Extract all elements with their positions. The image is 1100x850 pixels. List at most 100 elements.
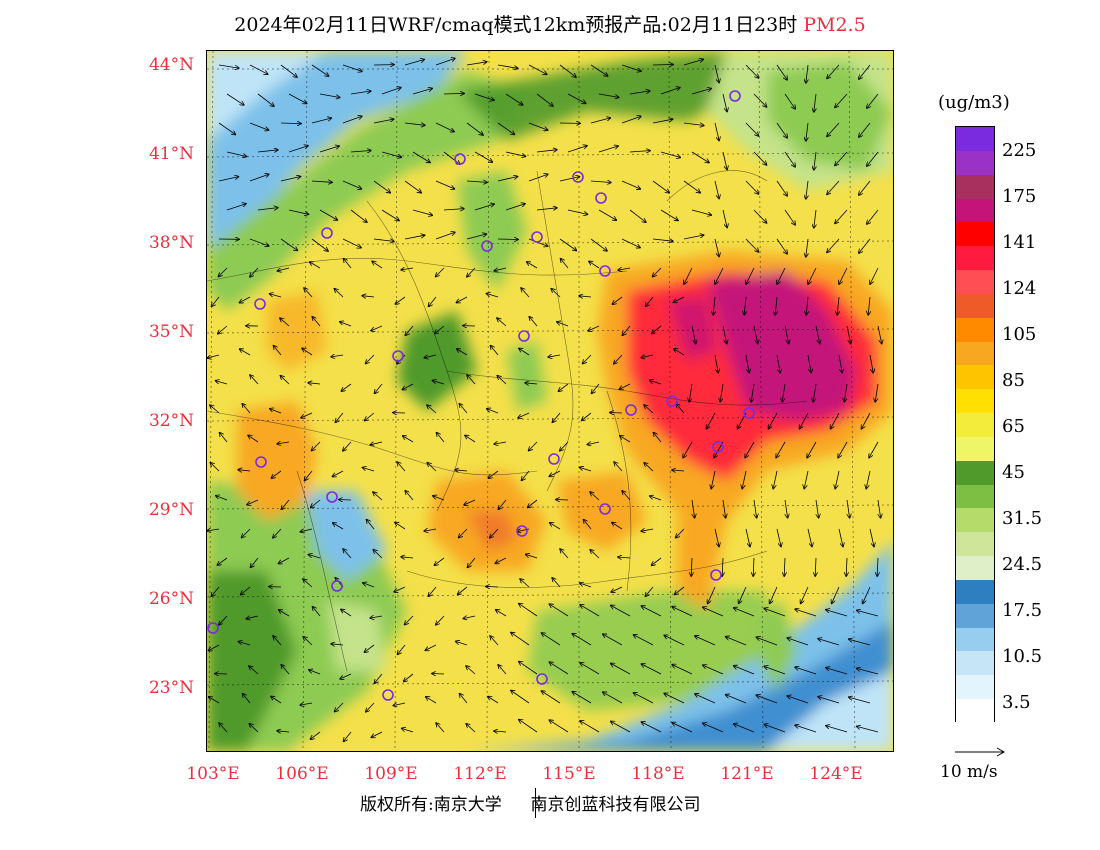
wind-arrow <box>319 146 339 153</box>
wind-arrow <box>311 181 332 182</box>
color-scale-bar <box>955 126 995 724</box>
wind-arrow <box>342 116 362 124</box>
wind-arrow <box>846 499 850 518</box>
wind-arrow <box>209 697 220 704</box>
wind-arrow <box>435 232 455 240</box>
wind-arrow <box>818 639 840 646</box>
wind-arrow <box>654 433 662 443</box>
wind-arrow <box>424 529 437 531</box>
wind-arrow <box>427 463 437 472</box>
wind-arrow <box>869 354 873 373</box>
wind-arrow <box>634 635 654 646</box>
wind-arrow <box>288 146 308 153</box>
wind-arrow <box>343 549 352 559</box>
wind-arrow <box>590 64 608 76</box>
copyright-separator <box>535 788 536 818</box>
wind-arrow <box>714 64 719 83</box>
wind-arrow <box>867 93 879 108</box>
wind-arrow <box>552 412 561 422</box>
color-scale-segment <box>956 389 994 414</box>
wind-arrow <box>497 239 518 240</box>
wind-arrow <box>753 209 767 223</box>
wind-arrow <box>536 93 553 106</box>
wind-arrow <box>691 151 709 163</box>
wind-arrow <box>335 702 344 712</box>
color-scale-segment <box>956 317 994 343</box>
wind-arrow <box>551 289 561 298</box>
wind-arrow <box>332 470 344 477</box>
wind-arrow <box>629 209 646 222</box>
wind-arrow <box>342 180 361 189</box>
wind-arrow <box>839 267 848 284</box>
wind-arrow <box>281 499 290 509</box>
wind-arrow <box>280 376 290 385</box>
wind-arrow <box>598 93 619 97</box>
wind-arrow <box>277 731 290 732</box>
wind-arrow <box>859 64 871 79</box>
wind-arrow <box>456 296 468 303</box>
lat-label-23: 23°N <box>148 678 194 698</box>
wind-arrow <box>675 586 685 594</box>
wind-arrow <box>776 354 780 373</box>
wind-arrow <box>621 238 640 248</box>
wind-arrow <box>795 667 817 675</box>
color-scale-segment <box>956 293 994 319</box>
wind-arrow <box>776 180 787 196</box>
wind-arrow <box>844 383 848 402</box>
wind-arrow <box>806 64 808 83</box>
wind-arrow <box>526 554 538 559</box>
wind-arrow <box>826 726 848 733</box>
wind-arrow <box>373 550 383 559</box>
wind-arrow <box>769 412 778 429</box>
wind-arrow <box>331 355 344 357</box>
wind-arrow <box>598 209 616 220</box>
wind-arrow <box>567 93 586 103</box>
wind-arrow <box>466 666 476 675</box>
wind-arrow <box>398 644 406 654</box>
wind-arrow <box>683 122 704 126</box>
wind-arrow <box>281 665 290 675</box>
lat-label-38: 38°N <box>148 233 194 253</box>
wind-arrow <box>305 470 313 480</box>
wind-arrow <box>528 499 538 508</box>
wind-arrow <box>742 470 747 489</box>
wind-arrow <box>344 259 352 269</box>
wind-arrow <box>634 693 654 704</box>
wind-arrow <box>859 122 871 137</box>
wind-arrow <box>745 122 759 136</box>
wind-arrow <box>580 605 600 617</box>
wind-arrow <box>280 177 301 182</box>
wind-arrow <box>519 604 538 617</box>
wind-arrow <box>722 209 727 228</box>
color-scale-segment <box>956 365 994 390</box>
wind-arrow <box>405 491 414 501</box>
wind-arrow <box>270 294 282 298</box>
wind-arrow <box>745 441 755 458</box>
wind-arrow <box>373 180 390 193</box>
wind-arrow <box>300 703 313 705</box>
wind-arrow <box>343 441 352 451</box>
copyright: 版权所有:南京大学 南京创蓝科技有限公司 <box>360 790 701 815</box>
wind-arrow <box>432 674 445 675</box>
wind-arrow <box>734 608 755 617</box>
wind-arrow <box>226 151 247 157</box>
wind-arrow <box>826 668 848 675</box>
concentration-map <box>206 50 894 752</box>
wind-arrow <box>745 354 749 373</box>
color-scale-segment <box>956 222 994 247</box>
wind-arrow <box>868 296 870 315</box>
wind-arrow <box>251 557 259 567</box>
wind-arrow <box>653 267 662 277</box>
wind-arrow <box>487 294 499 298</box>
wind-arrow <box>734 666 755 675</box>
wind-arrow <box>340 322 352 327</box>
wind-arrow <box>641 355 654 358</box>
wind-arrow <box>672 723 693 733</box>
wind-arrow <box>814 151 816 170</box>
wind-arrow <box>683 59 703 66</box>
wind-arrow <box>319 93 340 98</box>
wind-arrow <box>313 607 321 617</box>
wind-arrow <box>443 93 464 94</box>
wind-arrow <box>257 208 278 210</box>
wind-arrow <box>867 151 879 166</box>
